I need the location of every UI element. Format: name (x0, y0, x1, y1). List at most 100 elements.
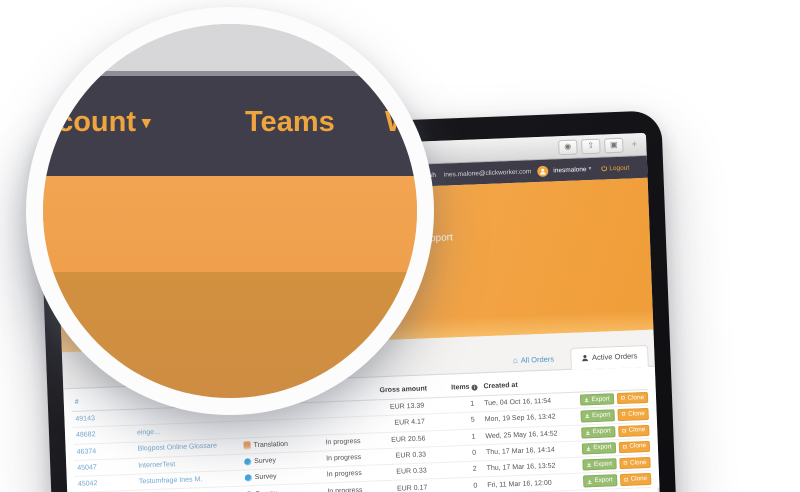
order-type: Translation (243, 439, 325, 450)
logout-label: Logout (609, 163, 630, 172)
clone-button-label: Clone (629, 442, 647, 451)
orders-table: # Gross amount Items i Created at 49143 E… (63, 366, 660, 492)
order-tabs: ⌂ All Orders Active Orders (512, 344, 649, 373)
magnifier-content: Account▾ Teams WebForms (43, 24, 417, 398)
order-gross-amount: EUR 0.33 (395, 451, 427, 460)
order-items-count: 1 (470, 400, 475, 408)
home-icon: ⌂ (512, 355, 518, 365)
table-row: 48682 einge... EUR 4.17 5 Mon, 19 Sep 16, 13… (72, 406, 650, 445)
order-created-at: Fri, 11 Mar 16, 12:00 (487, 479, 552, 489)
order-status: In progress (325, 437, 361, 447)
avatar[interactable] (537, 165, 549, 177)
order-actions: Export Clone (575, 471, 652, 489)
order-actions: Export Clone (572, 390, 649, 408)
header-created-at[interactable]: Created at (483, 381, 518, 391)
magnified-nav-item-webforms[interactable]: WebForms (385, 106, 417, 138)
magnified-nav-item-teams[interactable]: Teams (245, 106, 335, 138)
order-id-link[interactable]: 45042 (77, 480, 98, 489)
clone-button[interactable]: Clone (619, 473, 652, 486)
tab-active-orders-label: Active Orders (591, 351, 638, 363)
order-type: Survey (244, 472, 327, 482)
export-button[interactable]: Export (580, 409, 615, 423)
order-id-link[interactable]: 45047 (77, 464, 97, 472)
content-header-band: ⌂ All Orders Active Orders (61, 329, 655, 390)
new-tab-button[interactable]: + (631, 138, 638, 150)
order-created-at: Mon, 19 Sep 16, 13:42 (484, 413, 556, 424)
header-status (324, 391, 380, 393)
orders-table-body: 49143 EUR 13.39 1 Tue, 04 Oct 16, 11:54 Expo… (72, 389, 652, 492)
header-items[interactable]: Items i (423, 383, 481, 392)
magnified-nav-item-account[interactable]: Account▾ (43, 106, 151, 138)
clone-button[interactable]: Clone (618, 457, 651, 470)
magnified-main-nav: Account▾ Teams WebForms (43, 76, 417, 176)
survey-icon (244, 474, 252, 482)
download-icon (587, 463, 592, 468)
clone-button[interactable]: Clone (617, 424, 650, 438)
download-icon (588, 479, 593, 484)
clone-button-label: Clone (630, 475, 648, 483)
header-id[interactable]: # (74, 398, 79, 406)
clone-button-label: Clone (629, 458, 647, 467)
tabs-button[interactable]: ▣ (604, 137, 624, 153)
order-id-link[interactable]: 49143 (75, 415, 96, 424)
order-title-line2: einge... (136, 428, 161, 437)
export-button[interactable]: Export (583, 474, 617, 488)
tab-active-orders[interactable]: Active Orders (569, 344, 649, 370)
order-gross-amount: EUR 0.33 (396, 467, 427, 476)
copy-icon (621, 412, 625, 416)
order-status (324, 408, 380, 410)
header-gross-amount[interactable]: Gross amount (379, 385, 428, 395)
clone-button[interactable]: Clone (616, 391, 649, 405)
share-icon: ⇧ (587, 140, 595, 151)
table-row: 45042 Testumfrage Ines M. Survey In progres… (74, 455, 651, 492)
user-email: ines.malone@clickworker.com (443, 167, 532, 179)
order-title-link[interactable]: Testumfrage Ines M. (139, 473, 245, 487)
order-created-at: Tue, 04 Oct 16, 11:54 (484, 397, 552, 408)
download-icon (586, 446, 591, 452)
person-icon (540, 168, 546, 175)
order-title-line: InternerTest (138, 460, 176, 470)
order-id-link[interactable]: 46374 (76, 447, 97, 456)
order-status: In progress (327, 486, 363, 492)
order-title-link[interactable]: einge... (137, 425, 243, 439)
export-button-label: Export (591, 411, 611, 419)
export-button[interactable]: Export (582, 442, 616, 455)
order-title-link[interactable]: InternerTest (138, 457, 244, 471)
export-button-label: Export (591, 394, 610, 403)
clone-button[interactable]: Clone (617, 408, 649, 421)
order-status (325, 424, 381, 426)
export-button-label: Export (592, 427, 611, 436)
copy-icon (623, 477, 628, 482)
export-button[interactable]: Export (582, 458, 617, 471)
order-actions: Export Clone (574, 455, 651, 473)
copy-icon (620, 396, 625, 400)
power-icon (601, 165, 608, 172)
order-created-at: Wed, 25 May 16, 14:52 (485, 430, 558, 440)
tablet-device-frame: ↻ ◉ ⇧ ▣ + EUR English ines.malone@clickw… (37, 110, 683, 492)
order-type-label: Survey (254, 473, 277, 482)
reader-button[interactable]: ◉ (558, 138, 578, 155)
order-actions: Export Clone (573, 423, 650, 441)
order-id-link[interactable]: 48682 (75, 431, 96, 440)
tab-all-orders[interactable]: ⌂ All Orders (513, 355, 555, 373)
clone-button[interactable]: Clone (618, 440, 651, 454)
export-button[interactable]: Export (580, 393, 614, 406)
share-button[interactable]: ⇧ (581, 138, 601, 154)
export-button-label: Export (593, 460, 613, 468)
header-actions (571, 380, 647, 383)
person-icon (581, 355, 588, 362)
magnified-hero-top (43, 176, 417, 272)
chevron-down-icon: ▾ (588, 165, 592, 173)
order-title-line: Blogpost Online Glossare (137, 442, 218, 453)
clone-button-label: Clone (628, 426, 646, 434)
info-icon[interactable]: i (471, 383, 478, 391)
export-button-label: Export (593, 443, 612, 452)
order-actions: Export Clone (574, 439, 651, 457)
order-title-link[interactable]: Blogpost Online Glossare (137, 441, 243, 455)
export-button[interactable]: Export (581, 425, 616, 439)
logout-button[interactable]: Logout (601, 164, 629, 172)
copy-icon (621, 428, 626, 433)
username-menu[interactable]: inesmalone (553, 165, 587, 174)
